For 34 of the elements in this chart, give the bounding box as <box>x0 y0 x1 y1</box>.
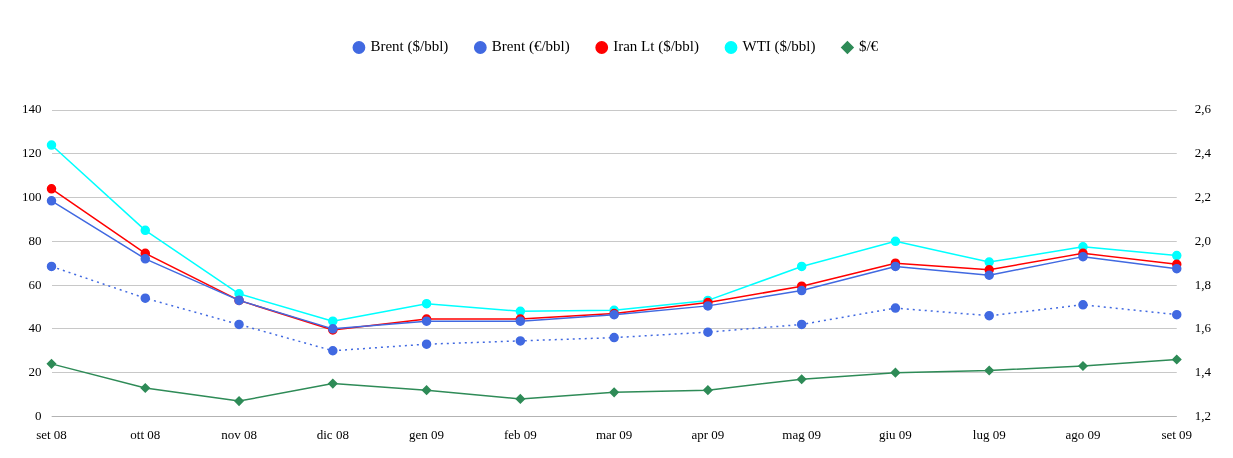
x-tick-label: set 09 <box>1161 426 1193 442</box>
y-tick-label: 20 <box>28 364 42 380</box>
y-tick-label: 100 <box>22 188 42 204</box>
x-tick-label: dic 08 <box>316 426 349 442</box>
y2-tick-label: 2,4 <box>1194 145 1212 161</box>
x-tick-label: feb 09 <box>503 426 537 442</box>
legend-label: $/€ <box>858 38 879 55</box>
y2-tick-label: 2,6 <box>1194 101 1212 117</box>
y-tick-label: 80 <box>28 232 42 248</box>
x-tick-label: mag 09 <box>782 426 821 442</box>
x-tick-label: ott 08 <box>130 426 161 442</box>
y-tick-label: 40 <box>28 320 42 336</box>
legend-label: Brent ($/bbl) <box>370 38 449 56</box>
x-tick-label: giu 09 <box>879 426 912 442</box>
x-tick-label: gen 09 <box>409 426 445 442</box>
x-tick-label: set 08 <box>36 426 67 442</box>
y2-tick-label: 1,8 <box>1194 276 1211 292</box>
x-tick-label: nov 08 <box>221 426 257 442</box>
x-tick-label: mar 09 <box>595 426 633 442</box>
legend-label: WTI ($/bbl) <box>742 38 816 56</box>
y-tick-label: 140 <box>22 101 42 117</box>
y2-tick-label: 1,4 <box>1194 364 1212 380</box>
x-tick-label: ago 09 <box>1065 426 1101 442</box>
x-tick-label: apr 09 <box>691 426 725 442</box>
legend-label: Iran Lt ($/bbl) <box>613 38 700 56</box>
y-tick-label: 60 <box>28 276 42 292</box>
legend-label: Brent (€/bbl) <box>491 38 570 56</box>
y-tick-label: 120 <box>22 145 42 161</box>
y2-tick-label: 2,0 <box>1194 232 1211 248</box>
y2-tick-label: 1,2 <box>1194 407 1211 423</box>
y2-tick-label: 1,6 <box>1194 320 1212 336</box>
y-tick-label: 0 <box>35 407 42 423</box>
y2-tick-label: 2,2 <box>1194 188 1211 204</box>
x-tick-label: lug 09 <box>972 426 1006 442</box>
